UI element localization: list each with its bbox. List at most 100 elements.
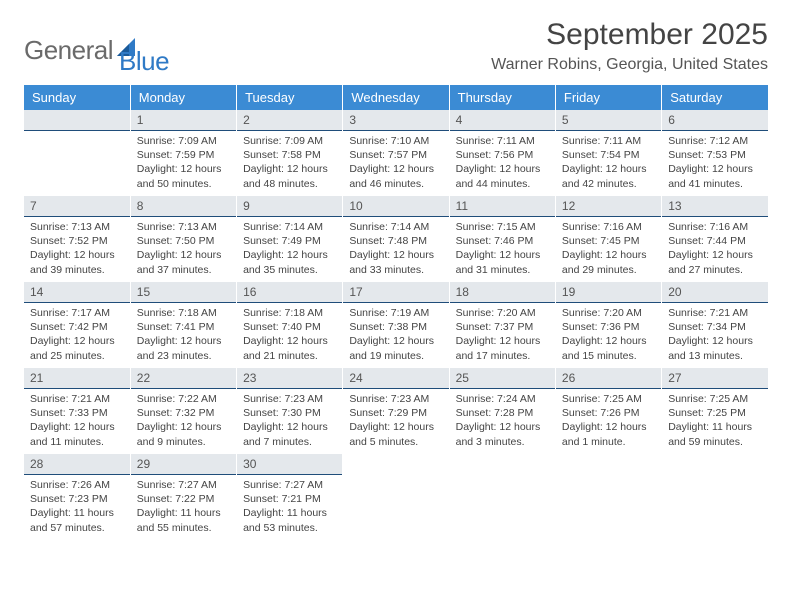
- day-box: 15 Sunrise: 7:18 AMSunset: 7:41 PMDayligh…: [131, 282, 236, 368]
- calendar-row: 28 Sunrise: 7:26 AMSunset: 7:23 PMDayligh…: [24, 454, 768, 540]
- day-details: Sunrise: 7:21 AMSunset: 7:34 PMDaylight:…: [668, 306, 762, 363]
- day-number: 20: [662, 282, 768, 303]
- weekday-header-row: SundayMondayTuesdayWednesdayThursdayFrid…: [24, 85, 768, 110]
- day-cell: 23Sunrise: 7:23 AMSunset: 7:30 PMDayligh…: [237, 368, 343, 454]
- day-cell: 27Sunrise: 7:25 AMSunset: 7:25 PMDayligh…: [662, 368, 768, 454]
- day-number: 7: [24, 196, 130, 217]
- day-number: 26: [556, 368, 661, 389]
- day-box: 19 Sunrise: 7:20 AMSunset: 7:36 PMDayligh…: [556, 282, 661, 368]
- day-box: 11 Sunrise: 7:15 AMSunset: 7:46 PMDayligh…: [450, 196, 555, 282]
- day-cell: 22Sunrise: 7:22 AMSunset: 7:32 PMDayligh…: [130, 368, 236, 454]
- day-box: 6 Sunrise: 7:12 AMSunset: 7:53 PMDaylight…: [662, 110, 768, 196]
- day-cell: 14Sunrise: 7:17 AMSunset: 7:42 PMDayligh…: [24, 282, 130, 368]
- logo: General Blue: [24, 24, 169, 77]
- day-box: 29 Sunrise: 7:27 AMSunset: 7:22 PMDayligh…: [131, 454, 236, 540]
- day-number: 9: [237, 196, 342, 217]
- day-number: 2: [237, 110, 342, 131]
- day-cell: 6 Sunrise: 7:12 AMSunset: 7:53 PMDaylight…: [662, 110, 768, 196]
- day-box: 20 Sunrise: 7:21 AMSunset: 7:34 PMDayligh…: [662, 282, 768, 368]
- day-cell: 4Sunrise: 7:11 AMSunset: 7:56 PMDaylight…: [449, 110, 555, 196]
- day-cell: 11 Sunrise: 7:15 AMSunset: 7:46 PMDayligh…: [449, 196, 555, 282]
- empty-cell: [449, 454, 555, 540]
- day-details: Sunrise: 7:20 AMSunset: 7:36 PMDaylight:…: [562, 306, 655, 363]
- empty-cell: [24, 110, 130, 196]
- day-box: 4Sunrise: 7:11 AMSunset: 7:56 PMDaylight…: [450, 110, 555, 196]
- day-details: Sunrise: 7:27 AMSunset: 7:22 PMDaylight:…: [137, 478, 230, 535]
- day-details: Sunrise: 7:27 AMSunset: 7:21 PMDaylight:…: [243, 478, 336, 535]
- day-box: 26Sunrise: 7:25 AMSunset: 7:26 PMDayligh…: [556, 368, 661, 454]
- calendar-row: 21Sunrise: 7:21 AMSunset: 7:33 PMDayligh…: [24, 368, 768, 454]
- day-box: 9Sunrise: 7:14 AMSunset: 7:49 PMDaylight…: [237, 196, 342, 282]
- weekday-header: Sunday: [24, 85, 130, 110]
- day-details: Sunrise: 7:10 AMSunset: 7:57 PMDaylight:…: [349, 134, 442, 191]
- day-details: Sunrise: 7:18 AMSunset: 7:41 PMDaylight:…: [137, 306, 230, 363]
- empty-cell: [343, 454, 449, 540]
- day-number: 15: [131, 282, 236, 303]
- day-cell: 18Sunrise: 7:20 AMSunset: 7:37 PMDayligh…: [449, 282, 555, 368]
- weekday-header: Monday: [130, 85, 236, 110]
- day-details: Sunrise: 7:09 AMSunset: 7:59 PMDaylight:…: [137, 134, 230, 191]
- day-details: Sunrise: 7:23 AMSunset: 7:30 PMDaylight:…: [243, 392, 336, 449]
- day-number: 25: [450, 368, 555, 389]
- day-box: 22Sunrise: 7:22 AMSunset: 7:32 PMDayligh…: [131, 368, 236, 454]
- header: General Blue September 2025 Warner Robin…: [24, 18, 768, 77]
- location: Warner Robins, Georgia, United States: [491, 56, 768, 74]
- day-details: Sunrise: 7:24 AMSunset: 7:28 PMDaylight:…: [456, 392, 549, 449]
- day-cell: 28 Sunrise: 7:26 AMSunset: 7:23 PMDayligh…: [24, 454, 130, 540]
- day-number: 24: [343, 368, 448, 389]
- day-cell: 21Sunrise: 7:21 AMSunset: 7:33 PMDayligh…: [24, 368, 130, 454]
- weekday-header: Thursday: [449, 85, 555, 110]
- title-block: September 2025 Warner Robins, Georgia, U…: [491, 18, 768, 74]
- day-cell: 20 Sunrise: 7:21 AMSunset: 7:34 PMDayligh…: [662, 282, 768, 368]
- day-number: 17: [343, 282, 448, 303]
- day-cell: 7Sunrise: 7:13 AMSunset: 7:52 PMDaylight…: [24, 196, 130, 282]
- day-details: Sunrise: 7:16 AMSunset: 7:45 PMDaylight:…: [562, 220, 655, 277]
- day-box: 27Sunrise: 7:25 AMSunset: 7:25 PMDayligh…: [662, 368, 768, 454]
- day-box: 5 Sunrise: 7:11 AMSunset: 7:54 PMDaylight…: [556, 110, 661, 196]
- day-details: Sunrise: 7:11 AMSunset: 7:56 PMDaylight:…: [456, 134, 549, 191]
- month-title: September 2025: [491, 18, 768, 52]
- day-cell: 16Sunrise: 7:18 AMSunset: 7:40 PMDayligh…: [237, 282, 343, 368]
- day-details: Sunrise: 7:23 AMSunset: 7:29 PMDaylight:…: [349, 392, 442, 449]
- day-box: 13Sunrise: 7:16 AMSunset: 7:44 PMDayligh…: [662, 196, 768, 282]
- day-box: 1Sunrise: 7:09 AMSunset: 7:59 PMDaylight…: [131, 110, 236, 196]
- day-number: 5: [556, 110, 661, 131]
- day-box: 17Sunrise: 7:19 AMSunset: 7:38 PMDayligh…: [343, 282, 448, 368]
- calendar-row: 1Sunrise: 7:09 AMSunset: 7:59 PMDaylight…: [24, 110, 768, 196]
- day-number: 10: [343, 196, 448, 217]
- weekday-header: Tuesday: [237, 85, 343, 110]
- day-number: 29: [131, 454, 236, 475]
- day-box: 18Sunrise: 7:20 AMSunset: 7:37 PMDayligh…: [450, 282, 555, 368]
- day-box: 2 Sunrise: 7:09 AMSunset: 7:58 PMDaylight…: [237, 110, 342, 196]
- day-number: 18: [450, 282, 555, 303]
- day-cell: 2 Sunrise: 7:09 AMSunset: 7:58 PMDaylight…: [237, 110, 343, 196]
- day-details: Sunrise: 7:16 AMSunset: 7:44 PMDaylight:…: [668, 220, 762, 277]
- day-number: 11: [450, 196, 555, 217]
- day-box: 24 Sunrise: 7:23 AMSunset: 7:29 PMDayligh…: [343, 368, 448, 454]
- day-details: Sunrise: 7:12 AMSunset: 7:53 PMDaylight:…: [668, 134, 762, 191]
- calendar-page: General Blue September 2025 Warner Robin…: [0, 0, 792, 558]
- day-details: Sunrise: 7:17 AMSunset: 7:42 PMDaylight:…: [30, 306, 124, 363]
- day-number: 30: [237, 454, 342, 475]
- day-number: 6: [662, 110, 768, 131]
- day-details: Sunrise: 7:09 AMSunset: 7:58 PMDaylight:…: [243, 134, 336, 191]
- day-cell: 12Sunrise: 7:16 AMSunset: 7:45 PMDayligh…: [555, 196, 661, 282]
- empty-cell: [555, 454, 661, 540]
- day-box: 14Sunrise: 7:17 AMSunset: 7:42 PMDayligh…: [24, 282, 130, 368]
- day-box: 25 Sunrise: 7:24 AMSunset: 7:28 PMDayligh…: [450, 368, 555, 454]
- day-cell: 3Sunrise: 7:10 AMSunset: 7:57 PMDaylight…: [343, 110, 449, 196]
- day-cell: 17Sunrise: 7:19 AMSunset: 7:38 PMDayligh…: [343, 282, 449, 368]
- day-details: Sunrise: 7:26 AMSunset: 7:23 PMDaylight:…: [30, 478, 124, 535]
- day-number: 19: [556, 282, 661, 303]
- calendar-table: SundayMondayTuesdayWednesdayThursdayFrid…: [24, 85, 768, 540]
- day-number: 28: [24, 454, 130, 475]
- day-details: Sunrise: 7:15 AMSunset: 7:46 PMDaylight:…: [456, 220, 549, 277]
- day-details: Sunrise: 7:11 AMSunset: 7:54 PMDaylight:…: [562, 134, 655, 191]
- day-details: Sunrise: 7:14 AMSunset: 7:48 PMDaylight:…: [349, 220, 442, 277]
- day-box: 10 Sunrise: 7:14 AMSunset: 7:48 PMDayligh…: [343, 196, 448, 282]
- day-box: 21Sunrise: 7:21 AMSunset: 7:33 PMDayligh…: [24, 368, 130, 454]
- day-cell: 26Sunrise: 7:25 AMSunset: 7:26 PMDayligh…: [555, 368, 661, 454]
- day-box: 7Sunrise: 7:13 AMSunset: 7:52 PMDaylight…: [24, 196, 130, 282]
- day-cell: 24 Sunrise: 7:23 AMSunset: 7:29 PMDayligh…: [343, 368, 449, 454]
- weekday-header: Saturday: [662, 85, 768, 110]
